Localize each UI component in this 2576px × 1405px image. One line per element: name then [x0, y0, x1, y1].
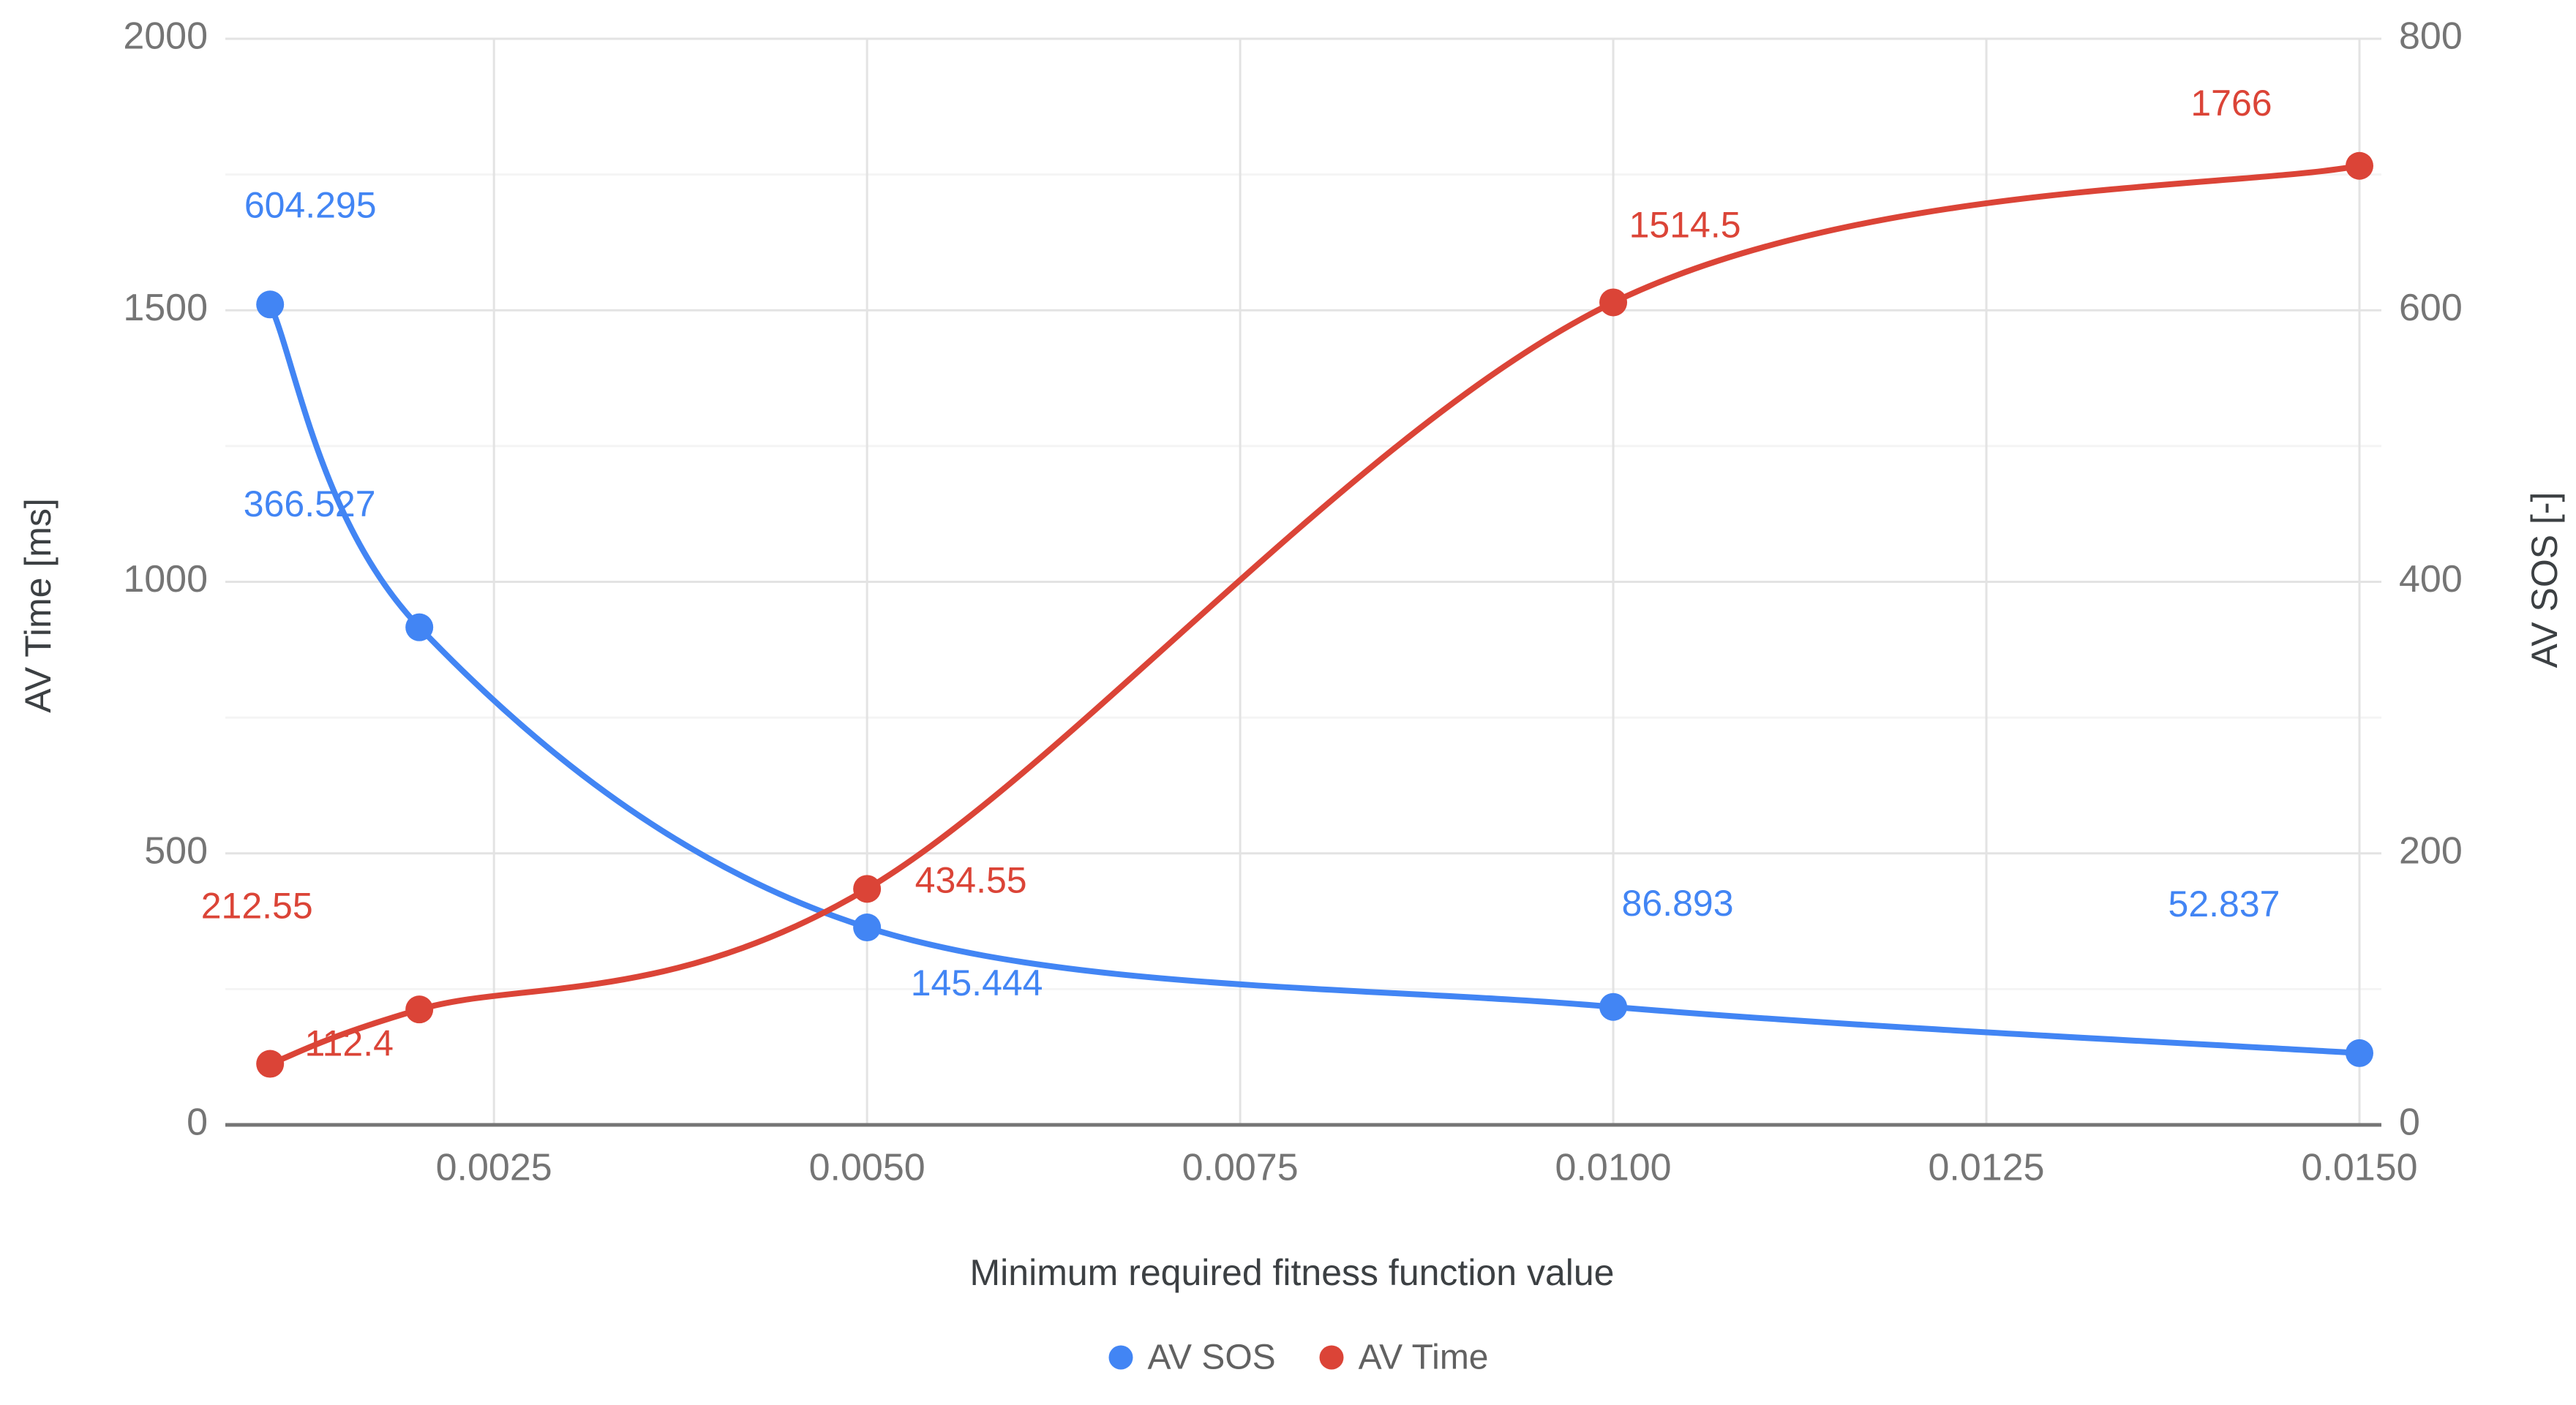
- av-time-data-label-1: 212.55: [201, 885, 313, 926]
- y-left-tick-label-1: 500: [144, 829, 208, 872]
- x-axis-title: Minimum required fitness function value: [969, 1252, 1615, 1293]
- left-axis-title: AV Time [ms]: [18, 498, 59, 713]
- av-time-point-4[interactable]: [2346, 151, 2373, 180]
- av-sos-data-label-0: 604.295: [244, 184, 377, 225]
- legend-label-av-sos: AV SOS: [1147, 1338, 1276, 1377]
- av-time-line: [267, 162, 2362, 1067]
- x-tick-label-2: 0.0075: [1182, 1147, 1299, 1189]
- legend: AV SOS AV Time: [1108, 1338, 1489, 1378]
- av-sos-data-label-2: 145.444: [911, 963, 1043, 1003]
- av-time-legend-marker-icon: [1319, 1345, 1344, 1370]
- av-time-data-label-3: 1514.5: [1629, 205, 1741, 246]
- av-time-data-label-2: 434.55: [915, 860, 1027, 901]
- av-sos-point-2[interactable]: [853, 914, 882, 942]
- av-sos-data-label-4: 52.837: [2168, 884, 2280, 924]
- x-tick-label-1: 0.0050: [809, 1147, 925, 1189]
- x-tick-label-0: 0.0025: [436, 1147, 552, 1189]
- av-sos-data-label-1: 366.527: [244, 483, 376, 524]
- y-right-tick-label-3: 600: [2399, 287, 2463, 329]
- y-right-tick-label-0: 0: [2399, 1101, 2420, 1144]
- right-axis-title: AV SOS [-]: [2524, 491, 2565, 668]
- av-sos-line: [267, 301, 2362, 1056]
- y-left-tick-label-4: 2000: [123, 15, 208, 58]
- av-time-point-3[interactable]: [1599, 288, 1628, 317]
- x-tick-label-3: 0.0100: [1555, 1147, 1672, 1189]
- av-time-point-1[interactable]: [405, 995, 434, 1024]
- y-right-tick-label-4: 800: [2399, 15, 2463, 58]
- legend-item-av-sos: AV SOS: [1108, 1338, 1276, 1378]
- legend-label-av-time: AV Time: [1358, 1338, 1489, 1377]
- y-left-tick-label-2: 1000: [123, 558, 208, 600]
- y-right-tick-label-2: 400: [2399, 558, 2463, 600]
- legend-item-av-time: AV Time: [1319, 1338, 1489, 1378]
- av-time-point-0[interactable]: [256, 1050, 285, 1078]
- y-left-tick-label-3: 1500: [123, 287, 208, 329]
- av-sos-point-0[interactable]: [256, 290, 285, 319]
- av-sos-point-1[interactable]: [405, 613, 434, 641]
- av-sos-point-4[interactable]: [2346, 1039, 2373, 1067]
- y-left-tick-label-0: 0: [187, 1101, 208, 1144]
- x-tick-label-5: 0.0150: [2301, 1147, 2417, 1189]
- av-sos-data-label-3: 86.893: [1622, 883, 1734, 924]
- y-right-tick-label-1: 200: [2399, 829, 2463, 872]
- av-sos-legend-marker-icon: [1108, 1345, 1133, 1370]
- x-tick-label-4: 0.0125: [1929, 1147, 2045, 1189]
- av-sos-point-3[interactable]: [1599, 992, 1628, 1021]
- av-time-data-label-4: 1766: [2190, 83, 2272, 124]
- av-time-point-2[interactable]: [853, 875, 882, 903]
- av-time-data-label-0: 112.4: [304, 1023, 393, 1064]
